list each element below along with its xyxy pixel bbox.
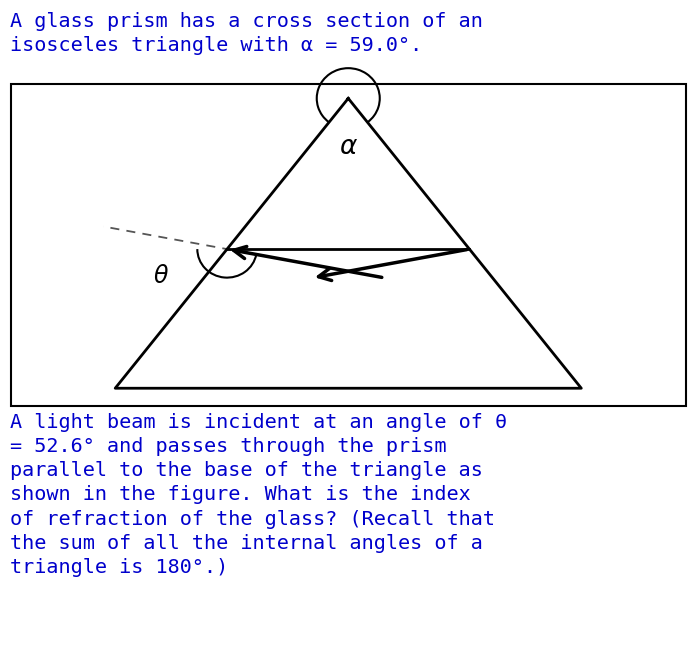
- Bar: [10, 84, 686, 406]
- Text: A light beam is incident at an angle of θ
= 52.6° and passes through the prism
p: A light beam is incident at an angle of …: [10, 413, 508, 577]
- Text: α: α: [340, 134, 357, 160]
- Text: A glass prism has a cross section of an
isosceles triangle with α = 59.0°.: A glass prism has a cross section of an …: [10, 12, 484, 55]
- Text: θ: θ: [153, 264, 168, 288]
